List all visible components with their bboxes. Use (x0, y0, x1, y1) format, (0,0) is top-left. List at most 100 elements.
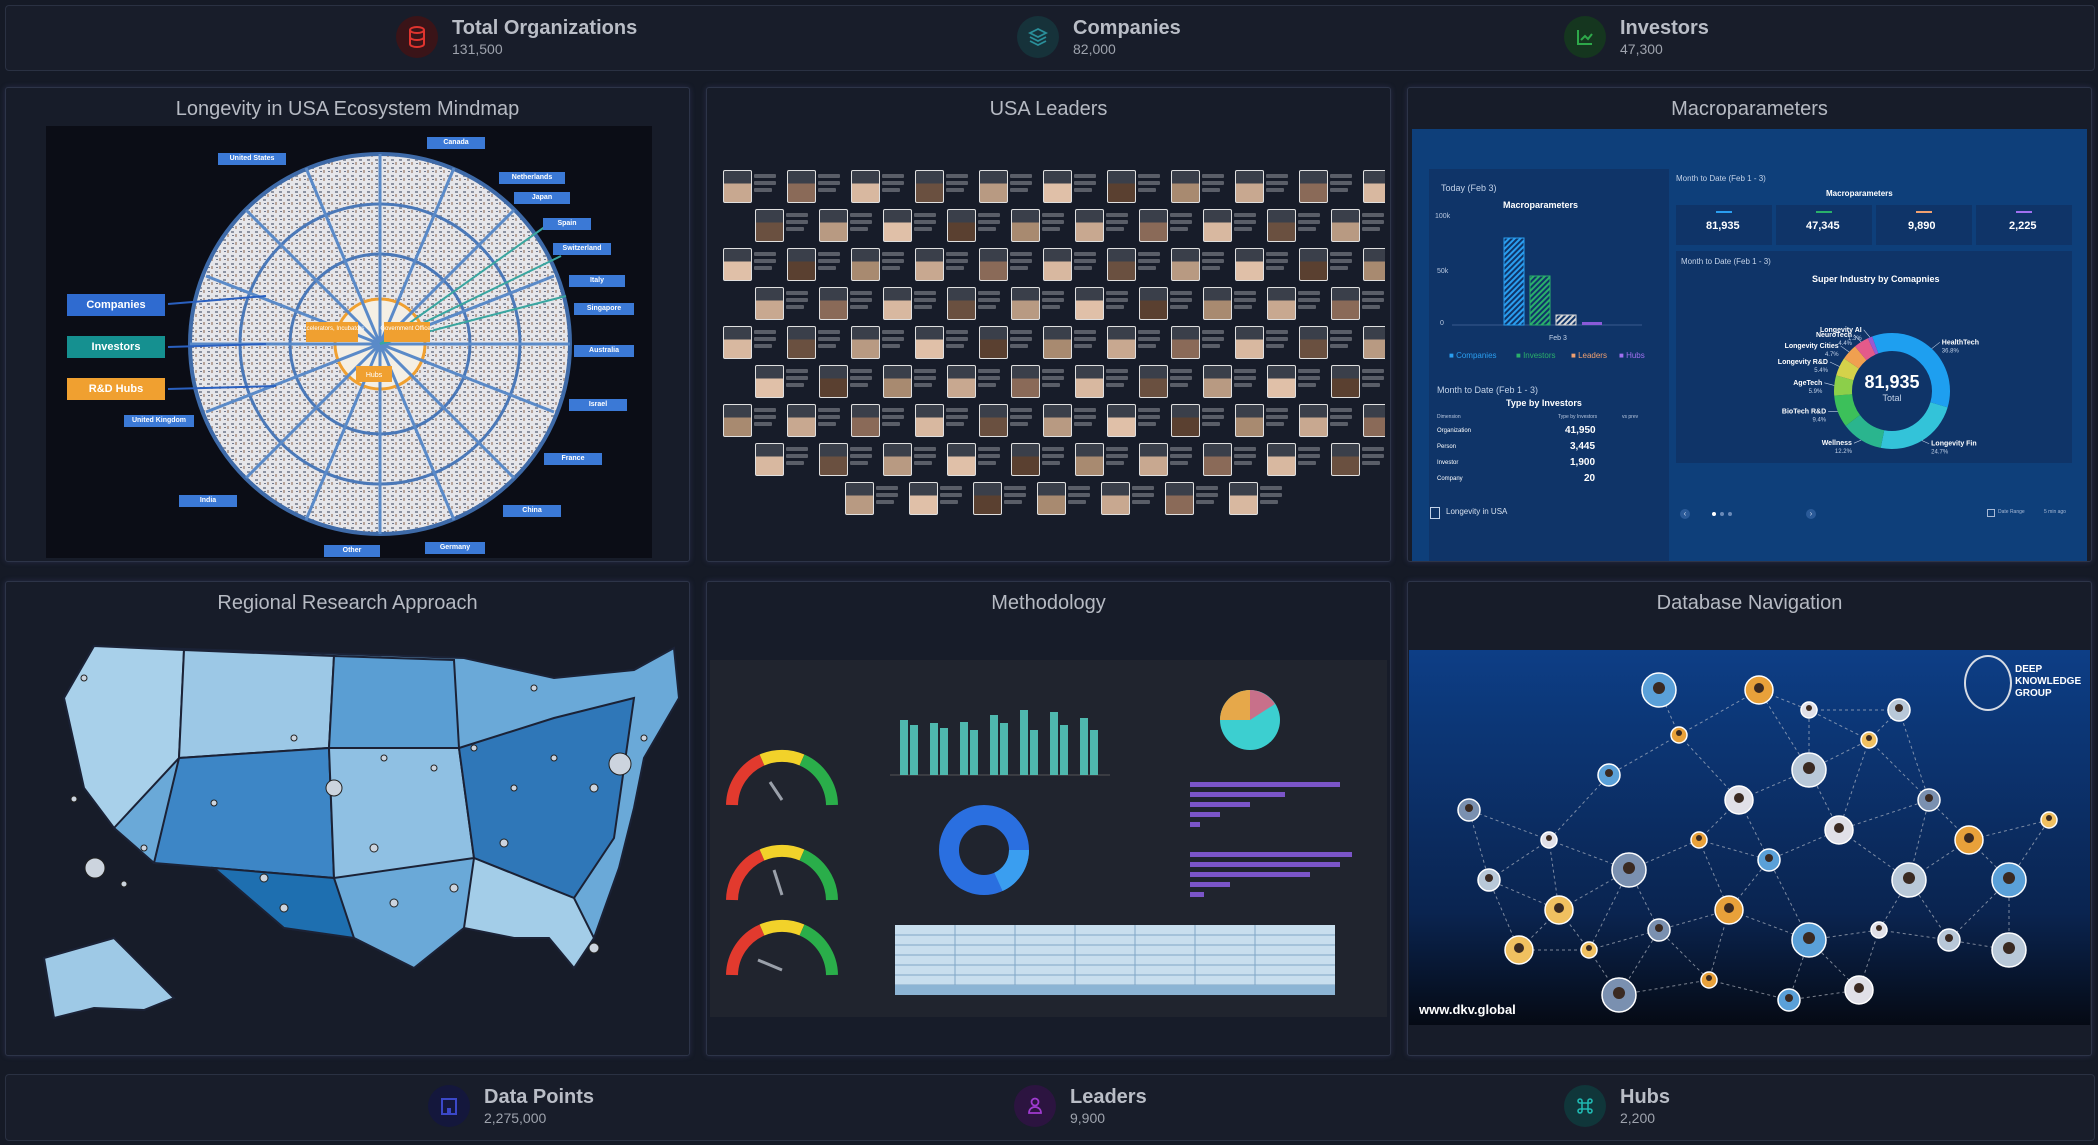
leader-photo[interactable] (947, 443, 976, 476)
carousel-dot[interactable] (1728, 512, 1732, 516)
leader-photo[interactable] (1235, 170, 1264, 203)
leader-photo[interactable] (915, 170, 944, 203)
leader-photo[interactable] (787, 326, 816, 359)
leader-photo[interactable] (1363, 170, 1385, 203)
carousel-dot[interactable] (1720, 512, 1724, 516)
carousel-dot[interactable] (1712, 512, 1716, 516)
leader-photo[interactable] (1011, 443, 1040, 476)
leader-photo[interactable] (883, 443, 912, 476)
leader-photo[interactable] (1011, 287, 1040, 320)
methodology-dashboard-image[interactable] (710, 660, 1387, 1017)
leader-photo[interactable] (1363, 404, 1385, 437)
legend-companies[interactable]: ■ Companies (1449, 351, 1497, 360)
leader-photo[interactable] (723, 404, 752, 437)
leader-photo[interactable] (979, 326, 1008, 359)
leader-photo[interactable] (1299, 326, 1328, 359)
legend-leaders[interactable]: ■ Leaders (1571, 351, 1607, 360)
chevron-left-icon[interactable]: ‹ (1680, 509, 1690, 519)
leader-photo[interactable] (819, 287, 848, 320)
leader-photo[interactable] (1171, 170, 1200, 203)
leader-photo[interactable] (1139, 443, 1168, 476)
leader-photo[interactable] (1011, 209, 1040, 242)
leader-photo[interactable] (851, 404, 880, 437)
leader-photo[interactable] (1043, 170, 1072, 203)
leader-photo[interactable] (1203, 365, 1232, 398)
legend-investors[interactable]: ■ Investors (1516, 351, 1556, 360)
leader-photo[interactable] (1037, 482, 1066, 515)
leader-photo[interactable] (819, 365, 848, 398)
leader-photo[interactable] (915, 326, 944, 359)
leader-photo[interactable] (723, 326, 752, 359)
legend-hubs[interactable]: ■ Hubs (1619, 351, 1645, 360)
leader-photo[interactable] (1267, 365, 1296, 398)
leader-photo[interactable] (819, 209, 848, 242)
leader-photo[interactable] (755, 209, 784, 242)
leader-photo[interactable] (1235, 404, 1264, 437)
methodology-panel[interactable]: Methodology (706, 581, 1391, 1056)
leader-photo[interactable] (1363, 326, 1385, 359)
leader-photo[interactable] (909, 482, 938, 515)
usa-map-image[interactable] (34, 638, 684, 1043)
site-url[interactable]: www.dkv.global (1419, 1002, 1516, 1017)
leader-photo[interactable] (1171, 404, 1200, 437)
leader-photo[interactable] (1267, 287, 1296, 320)
leader-photo[interactable] (973, 482, 1002, 515)
leader-photo[interactable] (1011, 365, 1040, 398)
leader-photo[interactable] (1267, 209, 1296, 242)
leader-photo[interactable] (883, 209, 912, 242)
database-navigation-panel[interactable]: Database Navigation DEEP KNOWLEDGE GROUP… (1407, 581, 2092, 1056)
leader-photo[interactable] (979, 404, 1008, 437)
leader-photo[interactable] (1043, 326, 1072, 359)
leader-photo[interactable] (1075, 287, 1104, 320)
leader-photo[interactable] (1267, 443, 1296, 476)
leader-photo[interactable] (1107, 326, 1136, 359)
leader-photo[interactable] (1075, 365, 1104, 398)
leader-photo[interactable] (1203, 287, 1232, 320)
leader-photo[interactable] (947, 209, 976, 242)
leader-photo[interactable] (1139, 287, 1168, 320)
leader-photo[interactable] (979, 248, 1008, 281)
leader-photo[interactable] (979, 170, 1008, 203)
leader-photo[interactable] (787, 248, 816, 281)
leader-photo[interactable] (883, 287, 912, 320)
leader-photo[interactable] (1203, 443, 1232, 476)
leader-photo[interactable] (1363, 248, 1385, 281)
regional-research-panel[interactable]: Regional Research Approach (5, 581, 690, 1056)
leader-photo[interactable] (1043, 404, 1072, 437)
leader-photo[interactable] (915, 404, 944, 437)
leader-photo[interactable] (1107, 248, 1136, 281)
leader-photo[interactable] (1331, 443, 1360, 476)
mindmap-image[interactable]: Accelerators, Incubators Government Offi… (46, 126, 652, 558)
leader-photo[interactable] (1043, 248, 1072, 281)
leader-photo[interactable] (755, 287, 784, 320)
leader-photo[interactable] (851, 326, 880, 359)
leader-photo[interactable] (787, 404, 816, 437)
leader-photo[interactable] (723, 248, 752, 281)
leader-photo[interactable] (915, 248, 944, 281)
leader-photo[interactable] (1075, 209, 1104, 242)
leader-photo[interactable] (851, 170, 880, 203)
leader-photo[interactable] (1101, 482, 1130, 515)
chevron-right-icon[interactable]: › (1806, 509, 1816, 519)
leader-photo[interactable] (1165, 482, 1194, 515)
leader-photo[interactable] (1171, 326, 1200, 359)
leader-photo[interactable] (845, 482, 874, 515)
leader-photo[interactable] (1107, 404, 1136, 437)
leader-photo[interactable] (947, 365, 976, 398)
leader-photo[interactable] (819, 443, 848, 476)
leader-photo[interactable] (1229, 482, 1258, 515)
network-graph-image[interactable]: DEEP KNOWLEDGE GROUP www.dkv.global (1409, 650, 2090, 1025)
leader-photo[interactable] (755, 365, 784, 398)
leader-photo[interactable] (947, 287, 976, 320)
leader-photo[interactable] (1139, 365, 1168, 398)
leader-photo[interactable] (1331, 209, 1360, 242)
industry-donut-chart[interactable]: HealthTech 36.8% Longevity Fin 24.7% Wellnes… (1757, 284, 2007, 459)
leaders-grid[interactable] (715, 170, 1385, 530)
usa-leaders-panel[interactable]: USA Leaders (706, 87, 1391, 562)
leader-photo[interactable] (1299, 248, 1328, 281)
leader-photo[interactable] (1235, 326, 1264, 359)
leader-photo[interactable] (1299, 170, 1328, 203)
leader-photo[interactable] (1139, 209, 1168, 242)
macroparameters-dashboard[interactable]: Today (Feb 3) Macroparameters 100k 50k 0… (1412, 129, 2087, 561)
leader-photo[interactable] (851, 248, 880, 281)
